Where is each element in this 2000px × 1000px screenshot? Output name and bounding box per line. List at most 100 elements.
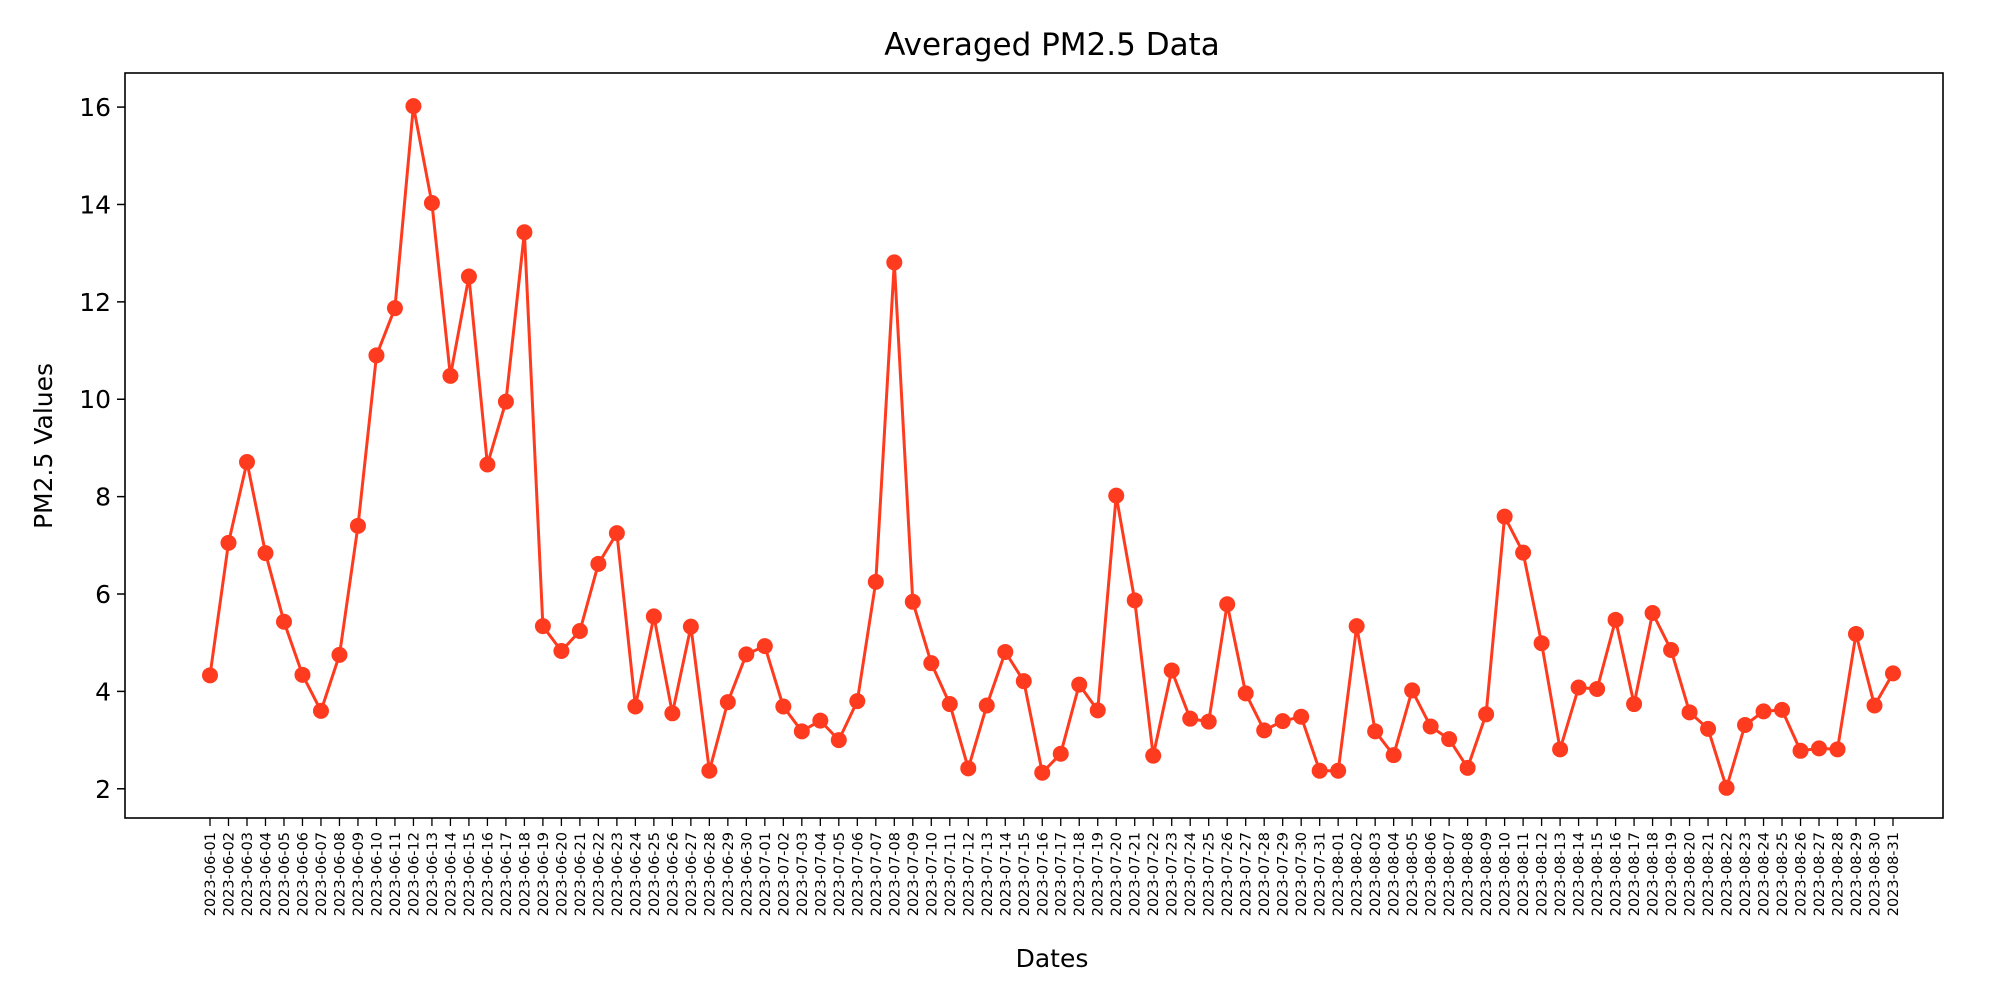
x-tick-label: 2023-06-21 [573, 832, 589, 916]
x-tick-label: 2023-08-13 [1553, 832, 1569, 916]
data-point [386, 300, 403, 317]
data-point [405, 98, 422, 115]
x-tick-label: 2023-07-06 [850, 832, 866, 916]
data-point [978, 697, 995, 714]
x-tick-label: 2023-06-19 [536, 832, 552, 916]
x-tick-label: 2023-08-29 [1849, 832, 1865, 916]
data-point [1533, 635, 1550, 652]
data-point [756, 638, 773, 655]
x-tick-label: 2023-06-26 [665, 832, 681, 916]
data-point [571, 623, 588, 640]
data-point [1681, 704, 1698, 721]
data-point [257, 545, 274, 562]
x-tick-label: 2023-06-13 [425, 832, 441, 916]
chart-title: Averaged PM2.5 Data [884, 27, 1219, 63]
x-tick-label: 2023-06-30 [739, 832, 755, 916]
x-tick-label: 2023-08-18 [1646, 832, 1662, 916]
x-tick-label: 2023-07-04 [813, 832, 829, 916]
x-tick-label: 2023-06-18 [517, 832, 533, 916]
x-tick-label: 2023-07-19 [1091, 832, 1107, 916]
y-tick-label: 4 [95, 677, 111, 706]
x-tick-label: 2023-07-26 [1220, 832, 1236, 916]
x-tick-label: 2023-06-17 [499, 832, 515, 916]
data-point [1145, 747, 1162, 764]
data-point [1755, 703, 1772, 720]
data-point [812, 712, 829, 729]
data-point [442, 367, 459, 384]
x-tick-label: 2023-08-03 [1368, 832, 1384, 916]
data-point [534, 618, 551, 635]
y-axis: 2 4 6 8 10 12 14 16 [79, 93, 125, 804]
x-tick-label: 2023-06-12 [406, 832, 422, 916]
data-point [1848, 625, 1865, 642]
x-tick-label: 2023-07-12 [961, 832, 977, 916]
data-point [1700, 720, 1717, 737]
data-point [1293, 708, 1310, 725]
y-tick-label: 16 [79, 93, 111, 122]
data-point [331, 646, 348, 663]
data-point [1052, 745, 1069, 762]
data-point [1089, 702, 1106, 719]
data-point [1071, 676, 1088, 693]
data-point [1034, 764, 1051, 781]
data-point [349, 517, 366, 534]
x-tick-label: 2023-08-22 [1720, 832, 1736, 916]
x-tick-label: 2023-06-06 [295, 832, 311, 916]
data-point [886, 254, 903, 271]
data-point [1885, 665, 1901, 682]
x-tick-label: 2023-07-25 [1202, 832, 1218, 916]
x-tick-label: 2023-07-17 [1054, 832, 1070, 916]
x-tick-label: 2023-06-14 [443, 832, 459, 916]
data-point [1737, 716, 1754, 733]
x-tick-label: 2023-08-04 [1387, 832, 1403, 916]
x-tick-label: 2023-07-30 [1294, 832, 1310, 916]
data-point [220, 534, 237, 551]
series-path [208, 104, 1895, 790]
x-tick-label: 2023-06-29 [721, 832, 737, 916]
data-point [1570, 679, 1587, 696]
x-tick-label: 2023-08-15 [1590, 832, 1606, 916]
data-point [294, 666, 311, 683]
x-tick-label: 2023-08-26 [1794, 832, 1810, 916]
data-point [516, 224, 533, 241]
data-point [1515, 544, 1532, 561]
data-point [1478, 706, 1495, 723]
data-point [1626, 696, 1643, 713]
x-tick-label: 2023-08-31 [1886, 832, 1902, 916]
data-point [590, 555, 607, 572]
data-point [1348, 618, 1365, 635]
x-tick-label: 2023-07-14 [998, 832, 1014, 916]
x-tick-label: 2023-08-05 [1405, 832, 1421, 916]
x-tick-label: 2023-06-16 [480, 832, 496, 916]
x-tick-label: 2023-08-12 [1535, 832, 1551, 916]
data-point [460, 268, 477, 285]
x-tick-label: 2023-08-16 [1609, 832, 1625, 916]
x-tick-label: 2023-08-11 [1516, 832, 1532, 916]
data-point [1459, 759, 1476, 776]
x-tick-label: 2023-08-06 [1424, 832, 1440, 916]
data-point [997, 643, 1014, 660]
x-tick-label: 2023-06-03 [240, 832, 256, 916]
data-point [1718, 779, 1735, 796]
x-tick-label: 2023-06-15 [462, 832, 478, 916]
x-tick-label: 2023-07-03 [795, 832, 811, 916]
x-tick-label: 2023-07-29 [1276, 832, 1292, 916]
data-point [1219, 596, 1236, 613]
data-point [830, 732, 847, 749]
x-tick-label: 2023-06-07 [314, 832, 330, 916]
data-point [1330, 762, 1347, 779]
x-tick-label: 2023-07-18 [1072, 832, 1088, 916]
data-point [1422, 718, 1439, 735]
data-point [960, 760, 977, 777]
x-tick-label: 2023-06-05 [277, 832, 293, 916]
x-tick-label: 2023-07-11 [943, 832, 959, 916]
data-point [1385, 747, 1402, 764]
x-tick-label: 2023-08-08 [1461, 832, 1477, 916]
x-tick-label: 2023-06-08 [332, 832, 348, 916]
x-tick-label: 2023-06-09 [351, 832, 367, 916]
x-tick-label: 2023-07-08 [887, 832, 903, 916]
x-tick-label: 2023-06-11 [388, 832, 404, 916]
data-point [1607, 611, 1624, 628]
x-tick-label: 2023-07-10 [924, 832, 940, 916]
